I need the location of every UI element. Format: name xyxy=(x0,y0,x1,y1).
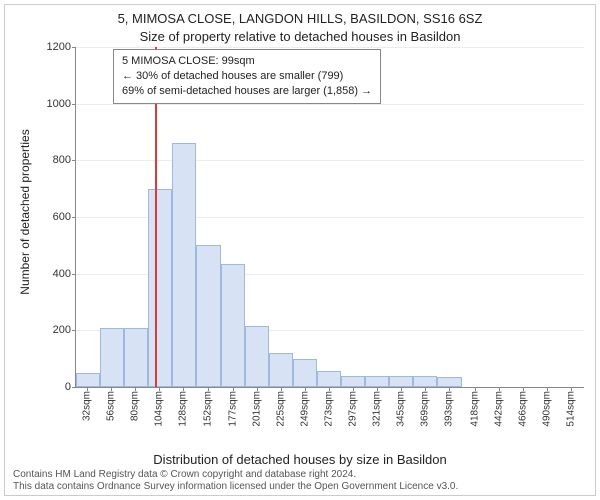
chart-title-subtitle: Size of property relative to detached ho… xyxy=(5,29,595,44)
footer-line-1: Contains HM Land Registry data © Crown c… xyxy=(13,469,587,481)
y-tick xyxy=(72,217,76,218)
info-callout-line: 69% of semi-detached houses are larger (… xyxy=(122,84,372,99)
histogram-bar xyxy=(437,377,461,387)
y-tick xyxy=(72,330,76,331)
x-tick-label: 56sqm xyxy=(106,391,117,421)
plot-area: 02004006008001000120032sqm56sqm80sqm104s… xyxy=(75,47,583,387)
x-tick-label: 273sqm xyxy=(324,391,335,427)
chart-container: 5, MIMOSA CLOSE, LANGDON HILLS, BASILDON… xyxy=(4,4,596,496)
y-tick xyxy=(72,387,76,388)
histogram-bar xyxy=(389,376,413,387)
x-tick-label: 418sqm xyxy=(469,391,480,427)
chart-title-address: 5, MIMOSA CLOSE, LANGDON HILLS, BASILDON… xyxy=(5,11,595,26)
x-tick-label: 514sqm xyxy=(565,391,576,427)
info-callout-box: 5 MIMOSA CLOSE: 99sqm← 30% of detached h… xyxy=(113,49,381,104)
y-tick-label: 400 xyxy=(21,268,71,280)
footer-line-2: This data contains Ordnance Survey infor… xyxy=(13,481,587,493)
x-tick-label: 152sqm xyxy=(202,391,213,427)
histogram-bar xyxy=(124,328,148,388)
histogram-bar xyxy=(148,189,172,387)
x-tick-label: 225sqm xyxy=(275,391,286,427)
gridline xyxy=(76,47,584,48)
histogram-bar xyxy=(293,359,317,387)
y-tick-label: 0 xyxy=(21,381,71,393)
y-tick-label: 1200 xyxy=(21,41,71,53)
x-tick-label: 345sqm xyxy=(396,391,407,427)
histogram-bar xyxy=(365,376,389,387)
info-callout-line: ← 30% of detached houses are smaller (79… xyxy=(122,69,372,84)
y-tick xyxy=(72,104,76,105)
x-tick-label: 466sqm xyxy=(517,391,528,427)
histogram-bar xyxy=(245,326,269,387)
y-tick xyxy=(72,160,76,161)
x-tick-label: 369sqm xyxy=(420,391,431,427)
gridline xyxy=(76,104,584,105)
x-tick-label: 32sqm xyxy=(82,391,93,421)
x-tick-label: 442sqm xyxy=(493,391,504,427)
x-tick-label: 128sqm xyxy=(178,391,189,427)
y-tick-label: 200 xyxy=(21,324,71,336)
x-tick-label: 104sqm xyxy=(154,391,165,427)
histogram-bar xyxy=(269,353,293,387)
x-tick-label: 80sqm xyxy=(130,391,141,421)
histogram-bar xyxy=(341,376,365,387)
y-tick xyxy=(72,274,76,275)
histogram-bar xyxy=(221,264,245,387)
histogram-bar xyxy=(317,371,341,387)
histogram-bar xyxy=(172,143,196,387)
y-tick-label: 1000 xyxy=(21,98,71,110)
histogram-bar xyxy=(413,376,437,387)
x-tick-label: 201sqm xyxy=(251,391,262,427)
y-tick-label: 600 xyxy=(21,211,71,223)
histogram-bar xyxy=(196,245,220,387)
x-tick-label: 297sqm xyxy=(348,391,359,427)
x-tick-label: 249sqm xyxy=(299,391,310,427)
gridline xyxy=(76,160,584,161)
y-tick-label: 800 xyxy=(21,154,71,166)
info-callout-line: 5 MIMOSA CLOSE: 99sqm xyxy=(122,54,372,69)
histogram-bar xyxy=(100,328,124,388)
x-axis-label: Distribution of detached houses by size … xyxy=(5,452,595,467)
x-tick-label: 393sqm xyxy=(444,391,455,427)
x-tick-label: 490sqm xyxy=(541,391,552,427)
footer-attribution: Contains HM Land Registry data © Crown c… xyxy=(13,469,587,493)
x-tick-label: 321sqm xyxy=(372,391,383,427)
y-tick xyxy=(72,47,76,48)
x-tick-label: 177sqm xyxy=(227,391,238,427)
histogram-bar xyxy=(76,373,100,387)
